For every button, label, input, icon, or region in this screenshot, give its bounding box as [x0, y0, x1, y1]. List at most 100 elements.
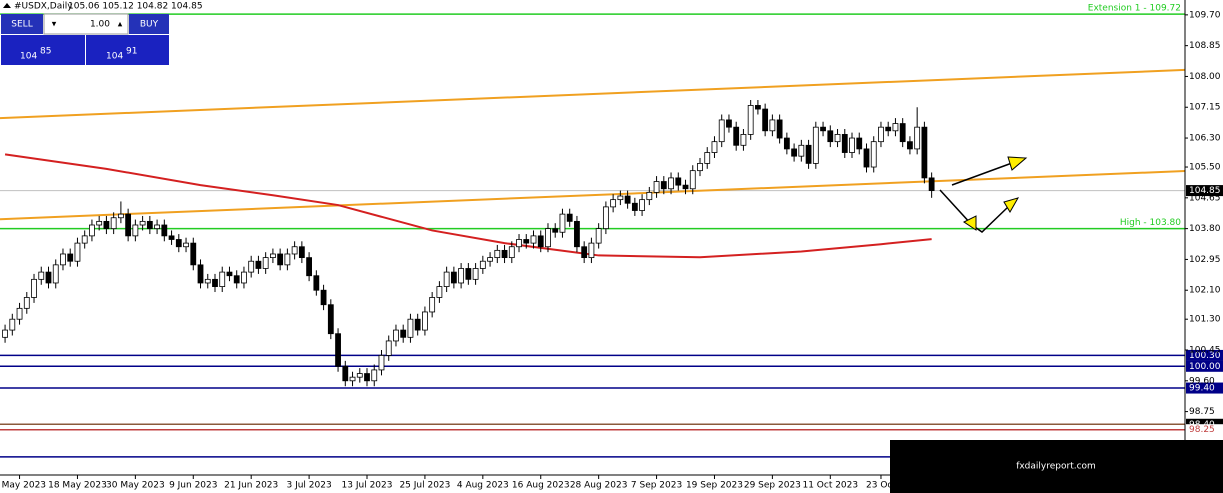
candle-body [602, 206, 609, 230]
level-tag: 99.40 [1189, 384, 1215, 394]
candle-body [718, 119, 725, 143]
candle-body [2, 329, 8, 338]
candle-body [501, 249, 508, 259]
level-tag: 100.30 [1189, 351, 1221, 361]
lot-size: 1.00 [90, 20, 110, 30]
candle-body [226, 271, 233, 277]
candle-body [241, 271, 247, 284]
arrow-head [963, 215, 977, 231]
candle-body [631, 202, 638, 211]
candle-body [342, 365, 349, 382]
x-tick-label: 25 Jul 2023 [399, 481, 450, 491]
candle-body [407, 318, 414, 338]
candle-body [878, 126, 884, 143]
y-tick-label: 107.15 [1189, 103, 1221, 113]
candle-body [96, 220, 103, 226]
candle-body [81, 235, 88, 244]
candle-body [675, 177, 682, 186]
candle-body [125, 213, 132, 237]
candle-body [928, 177, 935, 191]
candle-body [740, 134, 747, 146]
x-tick-label: 19 Sep 2023 [686, 481, 743, 491]
level-tag-box [1186, 349, 1223, 361]
candle-body [899, 123, 906, 143]
sell-button[interactable] [1, 14, 43, 34]
lot-box[interactable] [43, 13, 129, 35]
level-tag-box [1186, 360, 1223, 372]
candle-body [327, 304, 334, 335]
lot-up[interactable]: ▴ [118, 20, 123, 30]
candle-body [89, 224, 95, 237]
candle-body [320, 289, 327, 306]
price-tag-box [1186, 185, 1223, 197]
candle-body [552, 228, 559, 233]
x-tick-label: 9 Jun 2023 [169, 481, 217, 491]
candle-body [516, 239, 522, 248]
candle-body [639, 199, 645, 211]
arrow-head [1003, 197, 1020, 213]
candle-body [682, 184, 689, 190]
candle-body [530, 235, 537, 244]
candle-body [219, 271, 226, 287]
x-tick-label: 21 Jun 2023 [224, 481, 278, 491]
candle-body [356, 373, 363, 378]
y-tick-label: 101.30 [1189, 315, 1221, 325]
level-tag-box [1186, 424, 1223, 436]
candle-body [820, 126, 826, 132]
sell-price-head: 104 [20, 52, 37, 62]
sell-price-box[interactable] [1, 35, 85, 65]
candle-body [197, 264, 204, 284]
candle-body [726, 119, 732, 128]
candle-body [393, 329, 399, 342]
candle-body [523, 239, 530, 244]
level-label: Extension 1 - 109.72 [1088, 4, 1181, 14]
candle-body [103, 220, 110, 230]
candle-body [270, 253, 276, 259]
trade-panel: SELL ▾ 1.00 ▴ BUY 104 85 104 91 [1, 13, 169, 65]
level-tag: 100.00 [1189, 362, 1221, 372]
x-tick-label: 16 Aug 2023 [512, 481, 570, 491]
candle-body [23, 297, 30, 309]
candle-body [132, 224, 139, 237]
candle-body [291, 246, 298, 255]
candle-body [624, 195, 631, 204]
lot-down[interactable]: ▾ [52, 20, 57, 30]
buy-button[interactable] [129, 14, 169, 34]
arrow-head [1007, 156, 1028, 171]
buy-price-head: 104 [106, 52, 123, 62]
sell-price-tail: 85 [40, 47, 51, 57]
candle-body [371, 369, 378, 382]
level-label: High - 103.80 [1120, 218, 1181, 228]
candle-body [668, 177, 674, 190]
candle-body [776, 119, 783, 139]
candle-body [139, 220, 146, 226]
candle-body [168, 235, 175, 240]
symbol: #USDX,Daily [14, 2, 73, 12]
candle-body [574, 220, 580, 248]
y-tick-label: 106.30 [1189, 134, 1221, 144]
watermark: fxdailyreport.com [1016, 462, 1096, 472]
candle-body [472, 268, 479, 280]
candle-body [190, 242, 197, 266]
watermark-box [890, 440, 1223, 493]
buy-price-tail: 91 [126, 47, 137, 57]
sell-label: SELL [11, 20, 32, 30]
buy-label: BUY [140, 20, 159, 30]
candle-body [508, 246, 515, 259]
candle-body [450, 271, 457, 284]
candle-body [566, 213, 573, 222]
buy-price-box[interactable] [86, 35, 169, 65]
candle-body [161, 224, 168, 237]
y-tick-label: 108.85 [1189, 41, 1221, 51]
candle-body [537, 235, 544, 248]
candle-body [60, 253, 66, 266]
x-tick-label: 7 Sep 2023 [631, 481, 682, 491]
candle-body [313, 275, 320, 291]
level-tag-box [1186, 382, 1223, 394]
collapse-icon[interactable] [3, 3, 11, 8]
plot-area: Extension 1 - 109.72 High - 103.80 [0, 4, 1186, 458]
candle-body [183, 242, 189, 248]
x-tick-label: 28 Aug 2023 [570, 481, 628, 491]
